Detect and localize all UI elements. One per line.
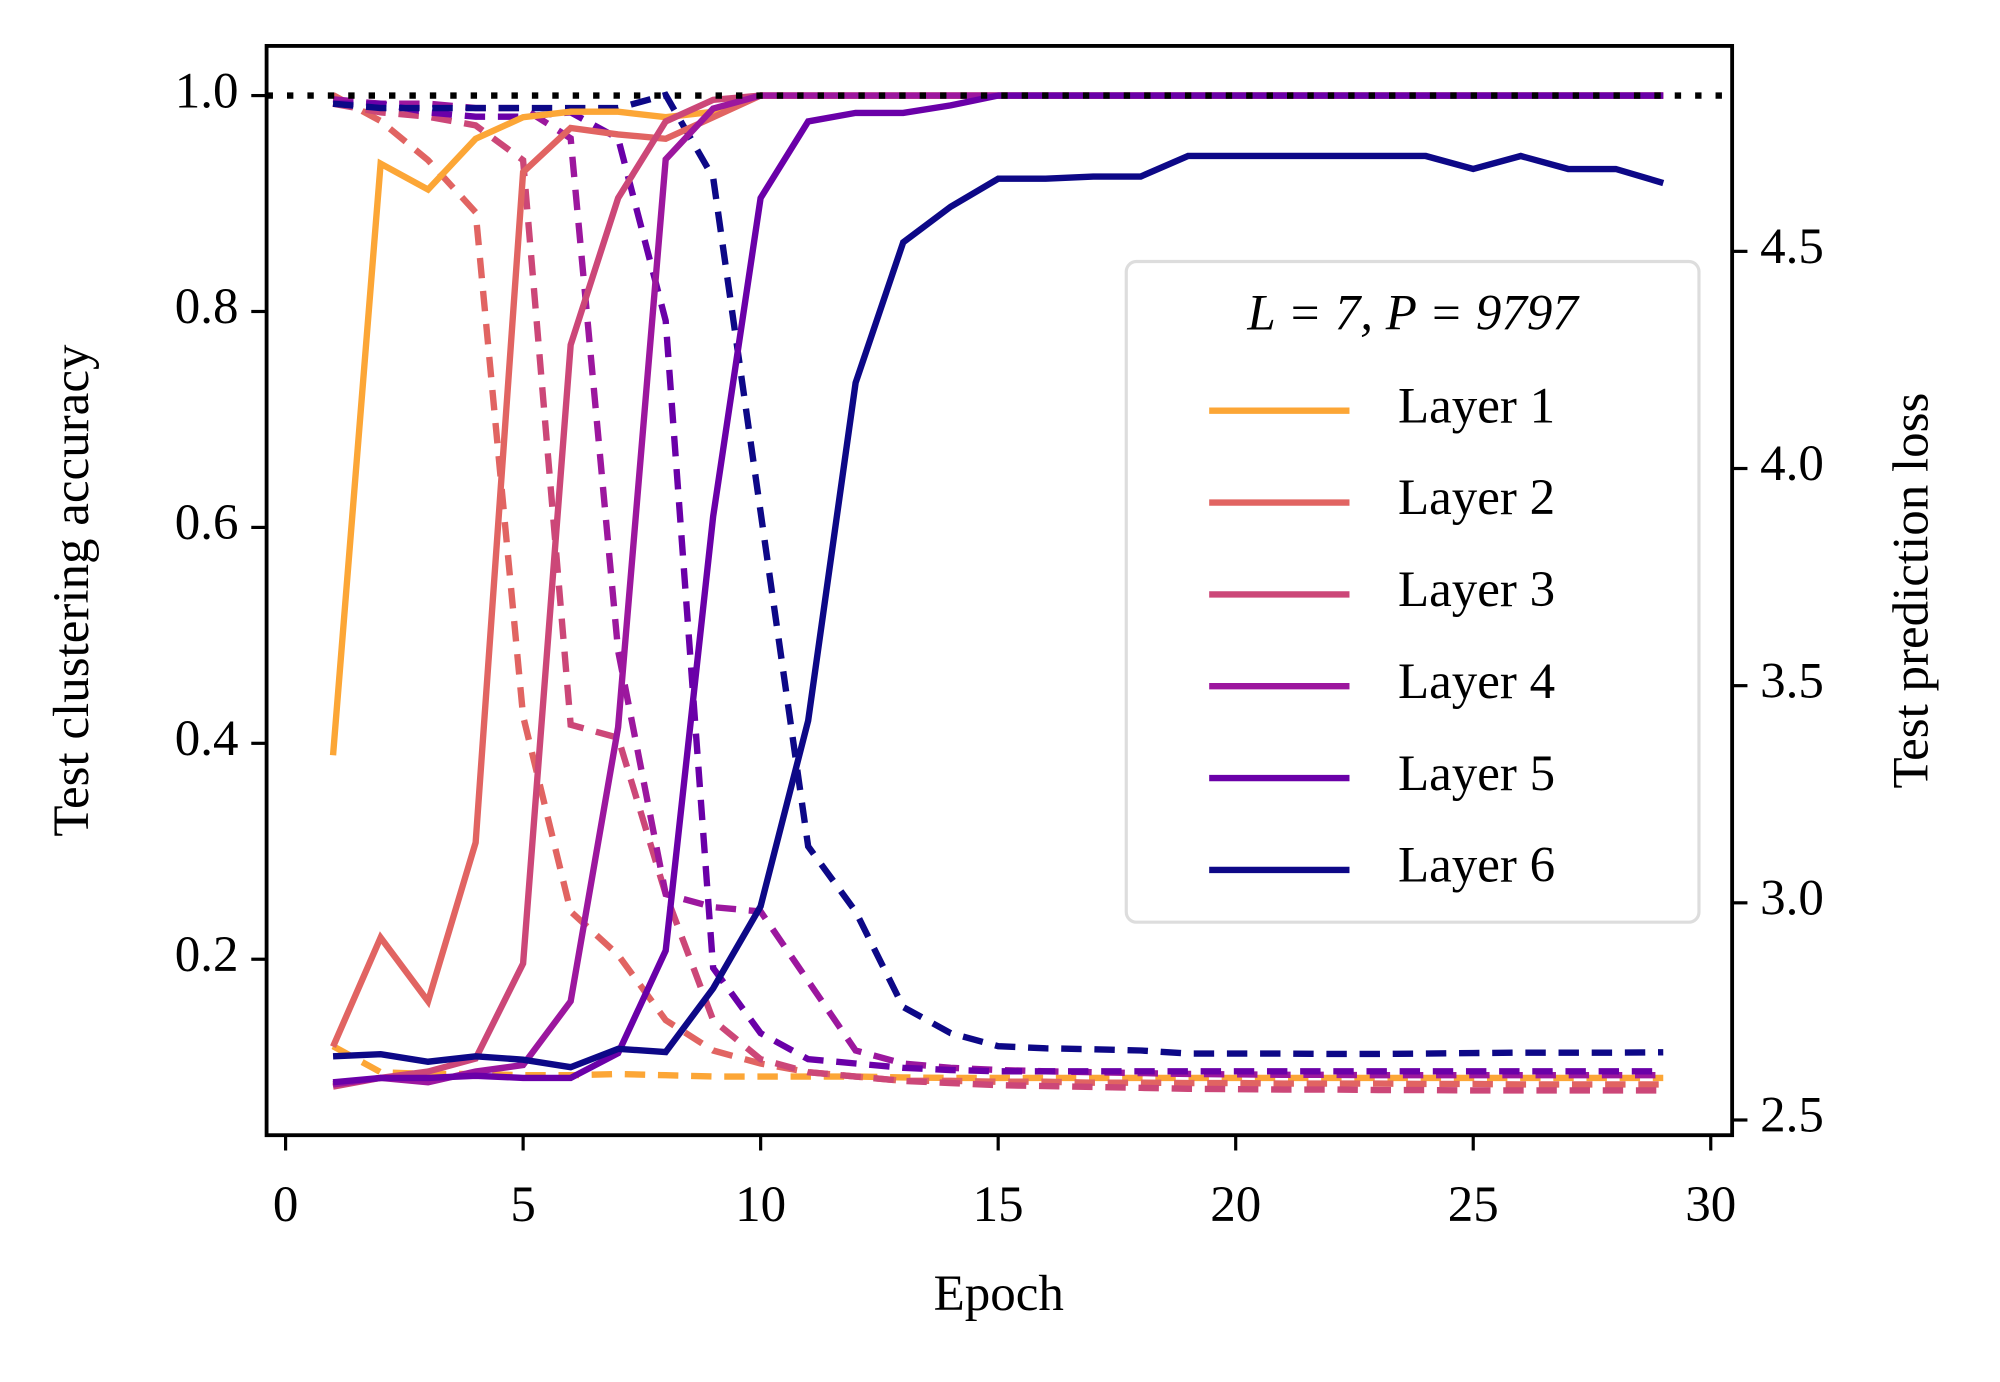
y-tick-label: 1.0 bbox=[175, 63, 239, 119]
y-tick-label: 0.4 bbox=[175, 711, 239, 767]
x-tick-label: 0 bbox=[273, 1177, 299, 1233]
loss-line bbox=[333, 100, 1664, 1075]
y-axis-label: Test clustering accuracy bbox=[44, 344, 100, 837]
legend-title: L = 7, P = 9797 bbox=[1246, 285, 1580, 341]
y-tick-label: 0.8 bbox=[175, 279, 239, 335]
y2-tick-label: 4.0 bbox=[1760, 436, 1824, 492]
y2-tick-label: 4.5 bbox=[1760, 219, 1824, 275]
x-axis-label: Epoch bbox=[934, 1266, 1064, 1322]
x-tick-label: 5 bbox=[510, 1177, 535, 1233]
legend-label: Layer 1 bbox=[1398, 378, 1555, 434]
legend-label: Layer 4 bbox=[1398, 654, 1555, 710]
x-tick-label: 10 bbox=[735, 1177, 786, 1233]
accuracy-line bbox=[332, 152, 1665, 1071]
loss-line bbox=[332, 96, 1664, 1079]
y-tick-label: 0.2 bbox=[175, 927, 239, 983]
legend-label: Layer 3 bbox=[1398, 562, 1555, 618]
y2-tick-label: 3.0 bbox=[1760, 871, 1824, 927]
y-tick-label: 0.6 bbox=[175, 495, 239, 551]
y2-tick-label: 2.5 bbox=[1760, 1088, 1824, 1144]
y2-axis-label: Test prediction loss bbox=[1884, 393, 1940, 789]
legend-label: Layer 2 bbox=[1398, 470, 1555, 526]
accuracy-line bbox=[332, 92, 1664, 1086]
loss-line bbox=[331, 1043, 1664, 1082]
legend-label: Layer 6 bbox=[1398, 838, 1555, 894]
legend-label: Layer 5 bbox=[1398, 746, 1555, 802]
loss-line bbox=[332, 91, 1664, 1058]
x-tick-label: 15 bbox=[973, 1177, 1024, 1233]
legend-box bbox=[1124, 259, 1701, 924]
plot-frame bbox=[264, 44, 1735, 1138]
loss-line bbox=[331, 92, 1664, 1088]
x-tick-label: 20 bbox=[1210, 1177, 1261, 1233]
x-tick-label: 30 bbox=[1685, 1177, 1736, 1233]
y2-tick-label: 3.5 bbox=[1760, 653, 1824, 709]
x-tick-label: 25 bbox=[1448, 1177, 1499, 1233]
